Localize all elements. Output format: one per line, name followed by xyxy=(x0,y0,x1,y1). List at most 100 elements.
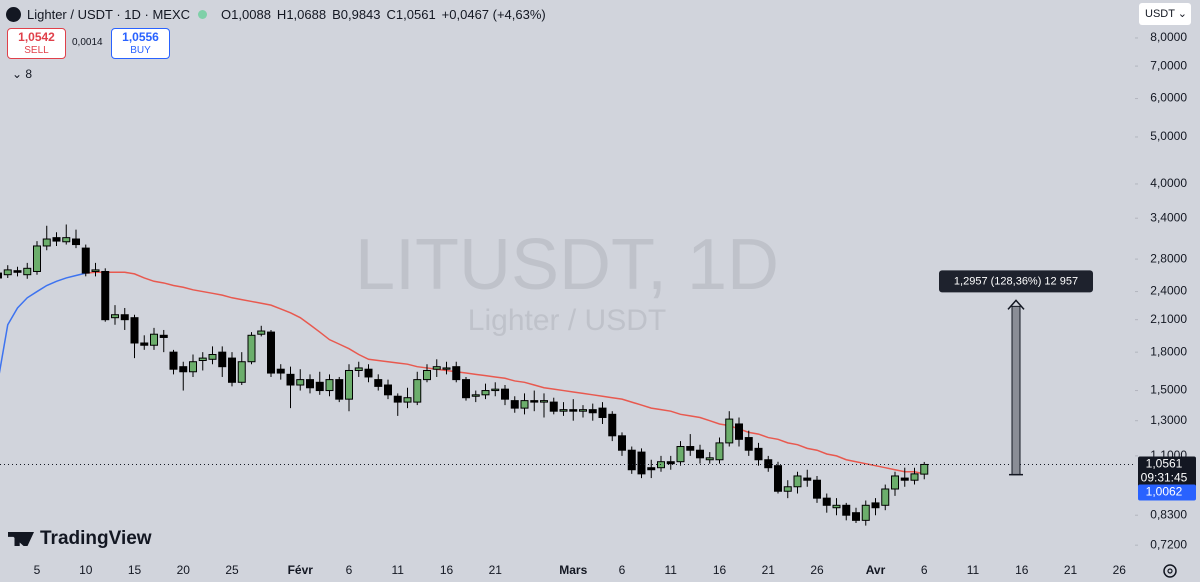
candle-body xyxy=(900,477,909,481)
candle-body xyxy=(257,330,266,335)
candle-body xyxy=(150,333,158,346)
currency-select[interactable]: USDT ⌄ xyxy=(1139,3,1191,25)
candle-body xyxy=(276,368,285,374)
candle-body xyxy=(549,401,558,412)
candle-body xyxy=(140,342,149,346)
x-tick-label: 21 xyxy=(1064,563,1078,577)
candle-body xyxy=(286,373,295,386)
candle-body xyxy=(481,390,490,396)
candle-body xyxy=(42,238,51,247)
y-tick-label: 3,4000 xyxy=(1150,210,1187,224)
candle-body xyxy=(569,409,578,412)
candle-body xyxy=(72,238,80,246)
x-tick-label: Mars xyxy=(559,563,587,577)
candle-body xyxy=(774,465,782,492)
indicators-toggle[interactable]: ⌄ 8 xyxy=(12,67,33,81)
y-tick-label: 1,3000 xyxy=(1150,413,1187,427)
x-tick-label: 6 xyxy=(921,563,928,577)
moving-average xyxy=(0,272,86,374)
x-tick-label: 5 xyxy=(34,563,41,577)
candle-body xyxy=(627,449,636,471)
y-tick-label: 5,0000 xyxy=(1150,129,1187,143)
brand-name: TradingView xyxy=(40,528,152,549)
candle-body xyxy=(189,361,197,373)
watermark: LITUSDT, 1D xyxy=(355,225,779,305)
currency: USDT xyxy=(1145,8,1175,20)
spread: 0,0014 xyxy=(72,37,103,48)
symbol: Lighter / USDT · 1D · MEXC xyxy=(27,6,191,22)
y-tick-label: 7,0000 xyxy=(1150,58,1187,72)
candle-body xyxy=(306,379,314,389)
measure-shaft xyxy=(1011,305,1021,476)
x-tick-label: 21 xyxy=(762,563,776,577)
close-key: C xyxy=(386,6,396,22)
candle-body xyxy=(598,407,607,418)
ma-label-box xyxy=(1138,484,1196,501)
moving-average xyxy=(85,271,925,475)
candle-body xyxy=(822,497,831,506)
candle-body xyxy=(374,379,383,387)
candle-body xyxy=(520,400,529,409)
buy-price: 1,0556 xyxy=(122,30,159,44)
candle-body xyxy=(111,314,119,319)
candle-body xyxy=(432,366,441,370)
candle-body xyxy=(891,475,899,490)
y-tick-label: 1,5000 xyxy=(1150,383,1187,397)
candle-body xyxy=(393,395,402,403)
candle-body xyxy=(237,361,246,383)
brand-mark xyxy=(8,532,34,546)
x-tick-label: 20 xyxy=(177,563,191,577)
candle-body xyxy=(501,388,509,400)
x-tick-label: 11 xyxy=(665,563,678,577)
candle-body xyxy=(705,457,714,461)
candle-body xyxy=(715,442,724,461)
candle-body xyxy=(335,379,344,400)
candle-body xyxy=(130,317,139,344)
candle-body xyxy=(910,473,919,481)
candle-body xyxy=(384,384,392,396)
x-tick-label: 10 xyxy=(79,563,93,577)
y-tick-label: 6,0000 xyxy=(1150,91,1187,105)
candle-body xyxy=(423,369,431,381)
buy-button[interactable]: 1,0556 BUY xyxy=(111,28,170,59)
candle-body xyxy=(23,267,32,276)
x-tick-label: 26 xyxy=(1113,563,1127,577)
candle-body xyxy=(403,397,412,403)
candle-body xyxy=(491,388,500,392)
candle-body xyxy=(530,400,539,403)
x-tick-label: 25 xyxy=(225,563,239,577)
candle-body xyxy=(62,237,71,243)
measure-head xyxy=(1007,299,1025,310)
settings-icon[interactable] xyxy=(1163,564,1177,578)
candle-body xyxy=(442,367,451,370)
x-tick-label: 26 xyxy=(810,563,824,577)
high-key: H xyxy=(276,6,287,22)
candle-body xyxy=(588,409,597,414)
candle-body xyxy=(783,486,792,492)
settings-icon-core xyxy=(1167,568,1173,574)
candle-body xyxy=(666,461,675,465)
indicator-count: 8 xyxy=(25,67,33,81)
candle-body xyxy=(325,379,334,392)
high-value: 1,0688 xyxy=(286,6,327,22)
candle-body xyxy=(764,459,773,469)
sell-button[interactable]: 1,0542 SELL xyxy=(7,28,66,59)
open-key: O xyxy=(221,6,232,22)
y-tick-label: 0,8300 xyxy=(1150,507,1187,521)
symbol-logo xyxy=(6,6,21,22)
countdown: 09:31:45 xyxy=(1141,471,1188,485)
change: +0,0467 (+4,63%) xyxy=(441,6,546,22)
y-tick-label: 2,4000 xyxy=(1150,284,1187,298)
candle-body xyxy=(3,269,12,276)
x-tick-label: 11 xyxy=(392,563,405,577)
candle-body xyxy=(101,270,110,321)
sell-label: SELL xyxy=(24,45,49,56)
candle-body xyxy=(579,409,587,412)
candle-body xyxy=(744,437,753,451)
y-tick-label: 4,0000 xyxy=(1150,176,1187,190)
candle-body xyxy=(413,379,422,403)
candle-body xyxy=(345,369,353,400)
candle-body xyxy=(540,400,548,403)
